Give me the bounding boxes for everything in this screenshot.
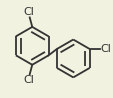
Text: Cl: Cl	[24, 75, 34, 85]
Text: Cl: Cl	[100, 44, 110, 54]
Text: Cl: Cl	[24, 7, 34, 17]
